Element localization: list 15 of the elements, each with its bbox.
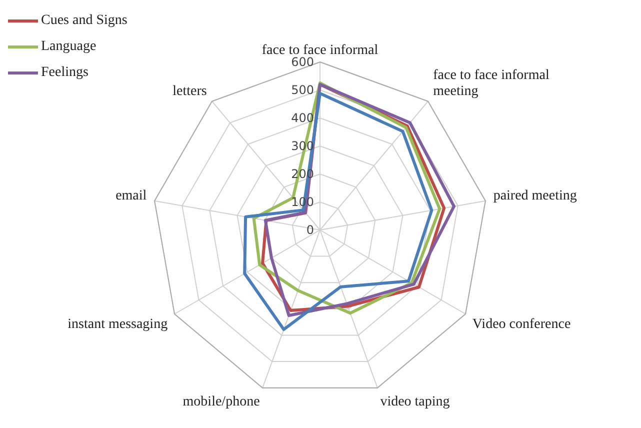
- spoke-label: face to face informal: [262, 43, 378, 58]
- spoke-label: email: [116, 188, 147, 204]
- spoke-label: paired meeting: [493, 188, 577, 204]
- spoke-label: letters: [172, 84, 207, 100]
- spoke-label: face to face informal meeting: [433, 68, 550, 100]
- spoke-label: Video conference: [472, 317, 571, 332]
- y-tick-label: 500: [291, 83, 314, 97]
- spoke-label: instant messaging: [68, 317, 168, 332]
- y-tick-label: 600: [291, 55, 314, 69]
- spoke-label: mobile/phone: [182, 394, 260, 410]
- legend-label: Feelings: [41, 65, 88, 81]
- y-tick-label: 0: [306, 223, 314, 237]
- legend-label: Cues and Signs: [41, 13, 128, 29]
- legend-label: Language: [41, 39, 96, 55]
- spoke-label: video taping: [380, 394, 450, 410]
